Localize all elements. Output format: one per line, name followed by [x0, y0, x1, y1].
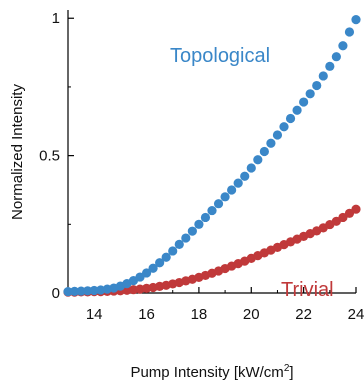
series-label-trivial: Trivial	[281, 279, 334, 301]
y-axis-title: Normalized Intensity	[9, 84, 26, 220]
data-point	[168, 246, 178, 256]
x-axis-title-superscript: 2	[284, 363, 290, 374]
data-point	[213, 199, 224, 209]
x-tick-label: 16	[138, 306, 155, 323]
data-point	[292, 105, 302, 115]
x-tick-label: 14	[86, 306, 103, 323]
data-point	[344, 27, 355, 37]
data-point	[174, 239, 184, 249]
x-tick-label: 20	[243, 306, 260, 323]
y-axis-ticks: 00.51	[39, 10, 74, 302]
data-point	[181, 233, 191, 243]
data-point	[220, 192, 230, 202]
data-point	[200, 212, 211, 223]
x-tick-label: 18	[191, 306, 208, 323]
data-point	[305, 89, 315, 99]
x-axis-title-suffix: ]	[289, 364, 293, 381]
x-axis-title-main: Pump Intensity [kW/cm	[130, 364, 283, 381]
data-point	[246, 163, 256, 173]
data-point	[272, 130, 283, 140]
data-point	[194, 219, 204, 229]
data-point	[325, 61, 335, 71]
data-point	[351, 15, 361, 25]
data-point	[227, 185, 237, 195]
y-tick-label: 0	[52, 285, 60, 302]
series-layer	[63, 15, 361, 297]
data-point	[187, 226, 197, 236]
data-point	[63, 287, 73, 297]
x-axis-title: Pump Intensity [kW/cm2]	[130, 363, 293, 381]
data-point	[253, 155, 263, 165]
data-point	[299, 97, 309, 107]
data-point	[351, 204, 361, 214]
data-point	[259, 146, 269, 157]
data-point	[141, 268, 152, 278]
data-point	[207, 205, 217, 216]
data-point	[83, 286, 93, 296]
series-topological	[63, 15, 361, 297]
data-point	[148, 263, 158, 273]
data-point	[76, 286, 86, 296]
data-point	[135, 272, 145, 282]
data-point	[285, 113, 296, 124]
data-point	[331, 52, 341, 62]
data-point	[155, 258, 165, 268]
data-point	[69, 286, 80, 296]
data-point	[338, 212, 348, 223]
data-point	[318, 71, 328, 81]
x-tick-label: 22	[295, 306, 312, 323]
data-point	[240, 171, 250, 181]
y-tick-label: 0.5	[39, 148, 60, 165]
data-point	[161, 252, 171, 262]
data-point	[279, 122, 289, 132]
x-tick-label: 24	[348, 306, 364, 323]
x-axis-ticks: 14 16 18 20 22 24	[67, 287, 364, 323]
data-point	[338, 41, 348, 51]
data-point	[266, 138, 276, 148]
series-label-topological: Topological	[170, 45, 270, 67]
y-tick-label: 1	[52, 10, 60, 27]
data-point	[344, 208, 355, 218]
data-point	[312, 80, 322, 91]
data-point	[233, 178, 243, 188]
